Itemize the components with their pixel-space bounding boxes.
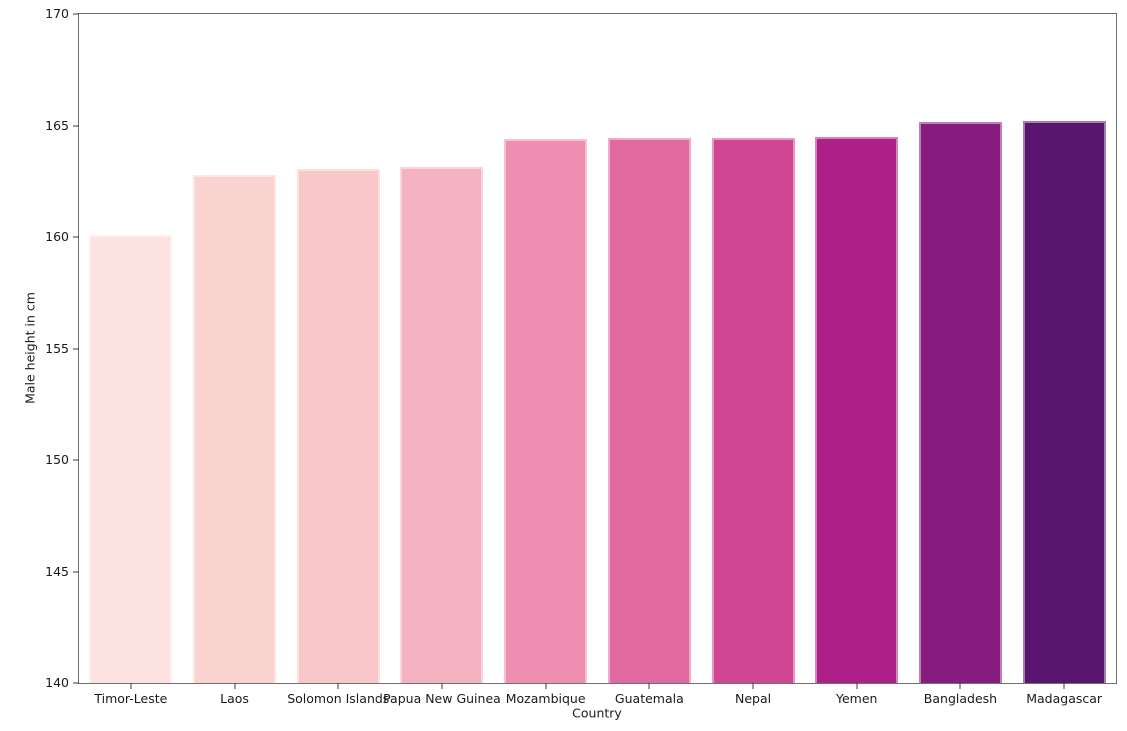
x-tick-mark [130,683,132,689]
y-tick-label: 150 [45,451,69,467]
y-tick-mark [73,682,79,684]
y-tick-mark [73,348,79,349]
x-tick-mark [234,683,236,689]
x-tick-mark [959,683,961,689]
y-tick-mark [73,571,79,572]
x-tick-label: Laos [220,691,249,706]
y-tick-label: 160 [45,228,69,244]
x-tick-mark [856,683,858,689]
x-tick-label: Papua New Guinea [383,691,501,706]
bar-bangladesh [918,122,1002,683]
bar-laos [193,174,277,683]
bar-solomon-islands [296,169,380,683]
x-tick-label: Bangladesh [923,691,998,706]
x-tick-label: Solomon Islands [287,691,390,706]
y-tick-label: 155 [45,340,69,356]
bar-guatemala [607,137,691,683]
x-tick-label: Nepal [734,691,772,706]
x-tick-label: Timor-Leste [94,691,168,706]
y-tick-mark [73,13,79,15]
x-tick-mark [545,683,547,689]
x-tick-mark [1063,683,1065,689]
bar-nepal [711,137,795,683]
y-axis-label: Male height in cm [22,292,38,404]
bars-layer [79,14,1116,683]
y-tick-label: 145 [45,563,69,579]
y-tick-label: 140 [45,674,69,690]
x-tick-label: Madagascar [1026,691,1103,706]
y-tick-layer: 140 145 150 155 160 165 170 [45,7,1116,688]
x-tick-mark [752,683,754,689]
x-tick-layer: Timor-Leste Laos Solomon Islands Papua New … [79,14,1116,706]
bar-timor-leste [89,234,173,683]
x-tick-label: Guatemala [614,691,684,706]
x-tick-mark [337,683,339,689]
bar-yemen [815,136,899,683]
plot-area: 140 145 150 155 160 165 170 Timor-Leste Laos Sol… [45,7,1117,706]
x-tick-label: Yemen [836,691,878,706]
x-axis-label: Country [572,705,622,721]
bar-madagascar [1022,121,1106,683]
y-tick-label: 170 [45,5,69,21]
y-tick-label: 165 [45,117,69,133]
x-tick-mark [648,683,650,689]
y-tick-mark [73,459,79,461]
bar-mozambique [504,138,588,683]
y-tick-mark [73,236,79,238]
bar-papua-new-guinea [400,166,484,683]
x-tick-label: Mozambique [505,691,586,706]
x-tick-mark [441,683,443,689]
y-tick-mark [73,125,79,126]
